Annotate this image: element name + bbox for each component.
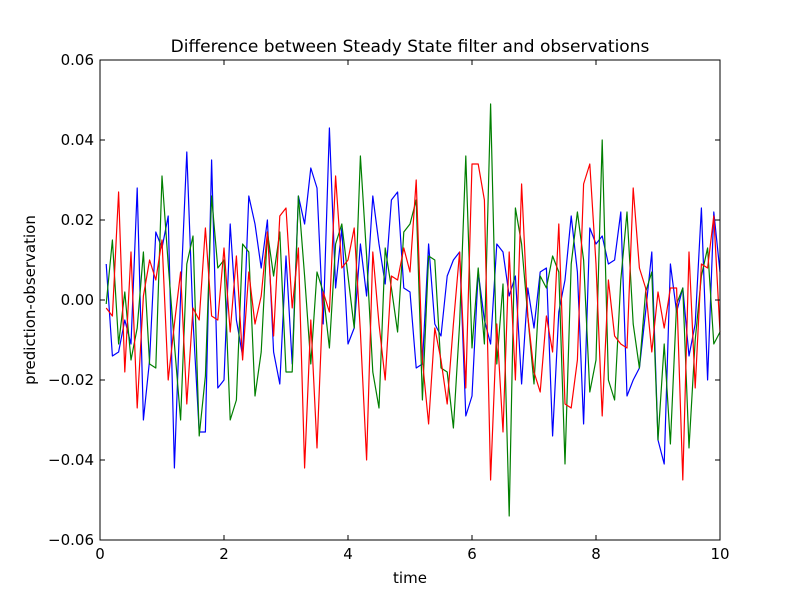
x-axis-label: time [393, 569, 427, 587]
chart-title: Difference between Steady State filter a… [171, 37, 650, 57]
x-axis: 0 2 4 6 8 10 [95, 60, 730, 563]
y-tick-label: −0.04 [48, 451, 94, 469]
plot-series [105, 103, 721, 517]
y-tick-label: 0.06 [61, 51, 94, 69]
y-tick-label: 0.04 [61, 131, 94, 149]
y-tick-label: −0.02 [48, 371, 94, 389]
y-tick-label: −0.06 [48, 531, 94, 549]
series-line-3 [105, 163, 721, 481]
x-tick-label: 4 [343, 545, 353, 563]
y-tick-label: 0.00 [61, 291, 94, 309]
y-axis: −0.06 −0.04 −0.02 0.00 0.02 0.04 0.06 [48, 51, 720, 549]
x-tick-label: 0 [95, 545, 105, 563]
y-axis-label: prediction-observation [21, 215, 39, 385]
x-tick-label: 10 [710, 545, 729, 563]
x-tick-label: 2 [219, 545, 229, 563]
x-tick-label: 6 [467, 545, 477, 563]
x-tick-label: 8 [591, 545, 601, 563]
plot-frame [99, 59, 721, 541]
y-tick-label: 0.02 [61, 211, 94, 229]
